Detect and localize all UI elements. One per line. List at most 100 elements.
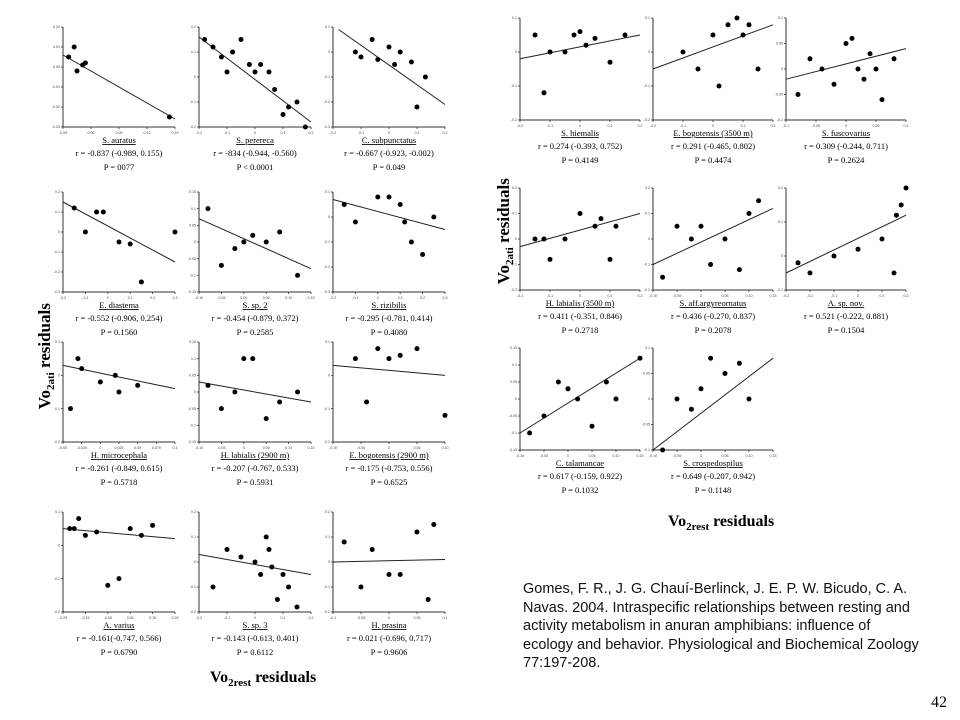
data-point — [397, 572, 403, 577]
data-point — [746, 22, 752, 28]
species-label: S. rizibilis — [372, 300, 407, 310]
y-tick-label: -0.2 — [511, 118, 517, 122]
panel-19: -0.10 -0.05 0 0.05 0.10 0.15 0.15 0.1 0.05 0 -0.05… — [509, 346, 644, 495]
data-point — [263, 239, 269, 245]
species-label: H. labialis (3500 m) — [546, 298, 615, 308]
p-value: P = 0.2624 — [828, 155, 866, 165]
data-point — [82, 229, 88, 235]
species-label: S. fuscovarius — [822, 128, 870, 138]
data-point — [893, 212, 899, 218]
correlation-stats: r = -0.143 (-0.613, 0.401) — [212, 633, 299, 643]
x-tick-label: -0.05 — [104, 616, 112, 620]
x-tick-label: 0.1 — [281, 131, 286, 135]
data-point — [71, 205, 77, 211]
x-tick-label: 0.05 — [263, 296, 270, 300]
data-point — [263, 416, 269, 422]
y-tick-label: 0.1 — [55, 340, 60, 344]
y-tick-label: -0.1 — [190, 274, 196, 278]
x-tick-label: -0.10 — [649, 294, 657, 298]
p-value: P = 0077 — [104, 162, 134, 172]
y-tick-label: -0.1 — [511, 431, 517, 435]
data-point — [414, 529, 420, 535]
x-tick-label: 0.05 — [589, 454, 596, 458]
data-point — [250, 356, 256, 362]
data-point — [734, 15, 740, 21]
panel-10: -0.25 -0.15 -0.05 0.05 0.15 0.25 0.1 0 -0.1 -0.2 A… — [54, 510, 179, 657]
y-tick-label: 0.05 — [510, 380, 517, 384]
data-point — [258, 62, 264, 67]
y-tick-label: 0 — [781, 254, 783, 258]
y-tick-label: -0.05 — [509, 414, 517, 418]
data-point — [224, 69, 230, 75]
x-tick-label: 0.15 — [308, 296, 315, 300]
y-tick-label: 0 — [58, 544, 60, 548]
data-point — [392, 62, 398, 67]
x-tick-label: -0.2 — [60, 296, 66, 300]
data-point — [680, 49, 686, 55]
x-tick-label: 0.1 — [904, 124, 909, 128]
x-tick-label: 0.1 — [415, 131, 420, 135]
x-tick-label: 0 — [107, 296, 109, 300]
x-tick-label: -0.1 — [358, 131, 364, 135]
correlation-stats: r = 0.617 (-0.159, 0.922) — [538, 471, 622, 481]
data-point — [592, 35, 598, 41]
y-tick-label: 0.1 — [55, 210, 60, 214]
regression-line — [62, 54, 176, 120]
y-tick-label: 0.1 — [645, 346, 650, 350]
data-point — [577, 211, 583, 216]
data-point — [97, 379, 103, 385]
y-tick-label: -0.2 — [54, 610, 60, 614]
x-tick-label: 0 — [99, 446, 101, 450]
panel-11: -0.2 -0.1 0 0.1 0.2 0.2 0.1 0 -0.1 -0.2 S. sp. 3 r … — [190, 510, 314, 657]
y-tick-label: -0.2 — [644, 118, 650, 122]
data-point — [105, 582, 111, 588]
correlation-stats: r = 0.021 (-0.696, 0.717) — [347, 633, 431, 643]
species-label: S. crospedospilus — [683, 458, 743, 468]
x-tick-label: 0 — [579, 294, 581, 298]
x-tick-label: 0.2 — [771, 124, 776, 128]
data-point — [891, 270, 897, 276]
panel-8: -0.10 -0.05 0 0.05 0.10 0.15 0.15 0.1 0.05 0 -0.05… — [188, 340, 315, 487]
data-point — [205, 206, 211, 212]
y-tick-label: 0.1 — [512, 363, 517, 367]
panel-1: -0.05 0.00 0.05 0.10 0.15 0.02 0.01 0.00 -0.01 -0… — [52, 25, 179, 172]
data-point — [352, 49, 358, 55]
y-tick-label: 0 — [328, 374, 330, 378]
correlation-stats: r = -0.207 (-0.767, 0.533) — [212, 463, 299, 473]
y-tick-label: 0.02 — [53, 25, 60, 29]
y-tick-label: -0.1 — [324, 585, 330, 589]
species-label: E. diastema — [99, 300, 139, 310]
x-tick-label: 0 — [254, 131, 256, 135]
y-tick-label: -0.3 — [54, 290, 60, 294]
data-point — [294, 604, 300, 610]
y-tick-label: -0.05 — [775, 93, 783, 97]
p-value: P = 0.049 — [373, 162, 406, 172]
data-point — [571, 32, 577, 38]
data-point — [402, 219, 408, 225]
data-point — [849, 35, 855, 41]
regression-line — [785, 48, 907, 80]
x-tick-label: 0.05 — [873, 124, 880, 128]
x-tick-label: -0.05 — [540, 454, 548, 458]
data-point — [695, 66, 701, 72]
data-point — [431, 214, 437, 220]
x-tick-label: 0.1 — [128, 296, 133, 300]
p-value: P = 0.4149 — [562, 155, 599, 165]
data-point — [565, 386, 571, 392]
x-tick-label: 0.15 — [637, 454, 644, 458]
data-point — [708, 355, 714, 361]
data-point — [903, 185, 909, 191]
regression-line — [332, 364, 446, 376]
data-point — [541, 236, 547, 242]
data-point — [807, 56, 813, 62]
data-point — [286, 584, 292, 590]
data-point — [218, 262, 224, 268]
data-point — [294, 99, 300, 105]
p-value: P = 0.1148 — [695, 485, 732, 495]
data-point — [442, 412, 448, 418]
regression-line — [652, 207, 774, 265]
data-point — [79, 366, 85, 372]
y-tick-label: 0 — [515, 50, 517, 54]
x-tick-label: 0.15 — [149, 616, 156, 620]
correlation-stats: r = 0.521 (-0.222, 0.881) — [804, 311, 888, 321]
